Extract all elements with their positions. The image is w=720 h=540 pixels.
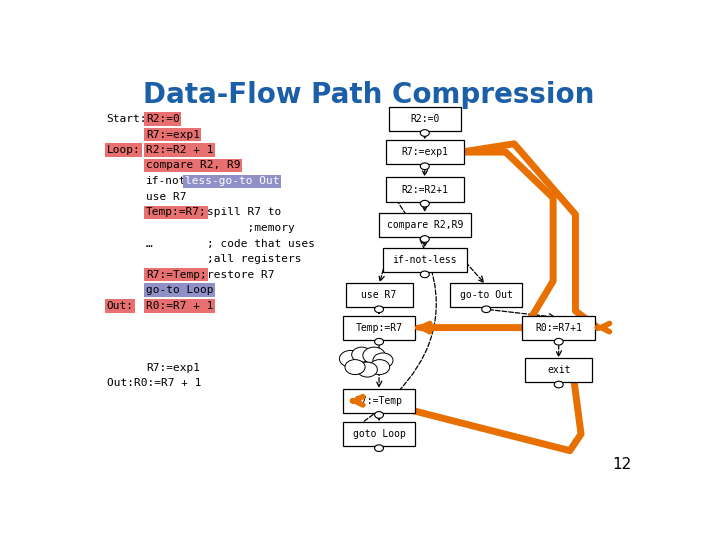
Text: compare R2,R9: compare R2,R9 — [387, 220, 463, 230]
Circle shape — [374, 339, 384, 345]
Circle shape — [420, 235, 429, 242]
Text: R7:=exp1: R7:=exp1 — [401, 147, 449, 157]
FancyBboxPatch shape — [523, 315, 595, 340]
FancyBboxPatch shape — [526, 359, 592, 382]
Circle shape — [420, 130, 429, 136]
Text: ; code that uses: ; code that uses — [207, 239, 315, 248]
Text: Data-Flow Path Compression: Data-Flow Path Compression — [143, 82, 595, 110]
Text: if-not-less: if-not-less — [392, 255, 457, 265]
Text: restore R7: restore R7 — [207, 270, 275, 280]
FancyBboxPatch shape — [346, 283, 413, 307]
Circle shape — [357, 362, 377, 377]
Text: R7:=Temp;: R7:=Temp; — [145, 270, 207, 280]
Text: compare R2, R9: compare R2, R9 — [145, 160, 240, 171]
Circle shape — [374, 445, 384, 451]
Text: ;all registers: ;all registers — [207, 254, 302, 264]
Circle shape — [554, 339, 563, 345]
Text: less-go-to Out: less-go-to Out — [185, 176, 279, 186]
Circle shape — [363, 347, 385, 364]
Circle shape — [420, 163, 429, 170]
FancyBboxPatch shape — [383, 248, 467, 272]
Text: Loop:: Loop: — [107, 145, 140, 155]
Circle shape — [420, 271, 429, 278]
Text: use R7: use R7 — [145, 192, 186, 201]
Circle shape — [351, 347, 372, 362]
Text: ;memory: ;memory — [207, 223, 295, 233]
FancyBboxPatch shape — [343, 422, 415, 446]
Text: if-not-: if-not- — [145, 176, 193, 186]
Text: R2:=0: R2:=0 — [410, 114, 439, 124]
Text: goto Loop: goto Loop — [353, 429, 405, 439]
FancyBboxPatch shape — [386, 140, 464, 164]
Text: R7:=exp1: R7:=exp1 — [145, 363, 200, 373]
Text: R0:=R7 + 1: R0:=R7 + 1 — [145, 301, 213, 311]
Text: use R7: use R7 — [361, 290, 397, 300]
Circle shape — [374, 411, 384, 418]
Circle shape — [339, 350, 361, 367]
Text: Start:: Start: — [107, 114, 148, 124]
Circle shape — [345, 360, 365, 375]
Text: Temp:=R7: Temp:=R7 — [356, 322, 402, 333]
Text: go-to Loop: go-to Loop — [145, 285, 213, 295]
Circle shape — [373, 353, 393, 368]
Text: Out:: Out: — [107, 301, 134, 311]
Text: R7:=exp1: R7:=exp1 — [145, 130, 200, 140]
FancyBboxPatch shape — [389, 107, 461, 131]
Text: R2:=0: R2:=0 — [145, 114, 179, 124]
Text: spill R7 to: spill R7 to — [207, 207, 282, 218]
Text: R2:=R2 + 1: R2:=R2 + 1 — [145, 145, 213, 155]
Text: Temp:=R7;: Temp:=R7; — [145, 207, 207, 218]
FancyBboxPatch shape — [379, 213, 471, 237]
Text: Out:R0:=R7 + 1: Out:R0:=R7 + 1 — [107, 378, 202, 388]
Circle shape — [482, 306, 490, 313]
FancyBboxPatch shape — [343, 315, 415, 340]
Circle shape — [554, 381, 563, 388]
Circle shape — [369, 360, 390, 375]
Text: exit: exit — [547, 366, 570, 375]
FancyBboxPatch shape — [343, 389, 415, 413]
Circle shape — [374, 306, 384, 313]
Text: …: … — [145, 239, 153, 248]
Text: R0:=R7+1: R0:=R7+1 — [535, 322, 582, 333]
Text: 12: 12 — [612, 457, 631, 472]
Circle shape — [420, 200, 429, 207]
Text: go-to Out: go-to Out — [460, 290, 513, 300]
Text: R7:=Temp: R7:=Temp — [356, 396, 402, 406]
FancyBboxPatch shape — [450, 283, 523, 307]
FancyBboxPatch shape — [386, 178, 464, 201]
Text: R2:=R2+1: R2:=R2+1 — [401, 185, 449, 194]
